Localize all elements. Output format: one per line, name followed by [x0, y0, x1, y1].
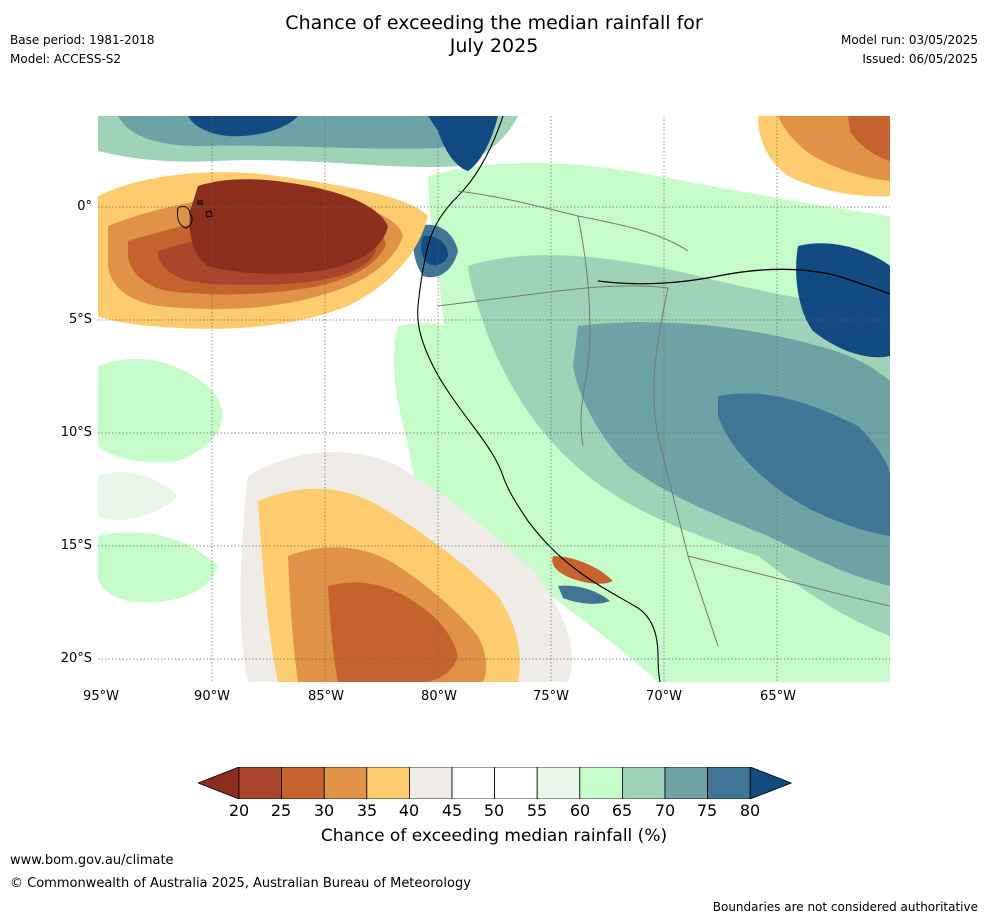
title-line-1: Chance of exceeding the median rainfall … — [285, 12, 703, 34]
lon-label-65w: 65°W — [760, 689, 796, 704]
coastline — [417, 116, 661, 682]
colorbar-tick-30: 30 — [313, 801, 335, 820]
region-below-20-galapagos — [189, 179, 388, 274]
colorbar-segment — [621, 767, 666, 799]
lon-label-95w: 95°W — [83, 689, 119, 704]
lat-label-20s: 20°S — [60, 651, 92, 666]
colorbar-segment — [366, 767, 410, 799]
colorbar-segment — [408, 767, 453, 799]
region-80plus-north-coast — [428, 116, 498, 171]
colorbar-tick-70: 70 — [654, 801, 676, 820]
model-run-text: Model run: 03/05/2025 — [840, 33, 978, 47]
lon-label-85w: 85°W — [308, 689, 344, 704]
colorbar-tick-25: 25 — [270, 801, 292, 820]
colorbar-label: Chance of exceeding median rainfall (%) — [320, 826, 668, 846]
issued-text: Issued: 06/05/2025 — [862, 52, 978, 66]
colorbar-segment — [664, 767, 708, 799]
lon-label-75w: 75°W — [533, 689, 569, 704]
colorbar-tick-40: 40 — [398, 801, 420, 820]
model-text: Model: ACCESS-S2 — [10, 52, 122, 66]
region-75-80-land — [718, 393, 890, 536]
colorbar-segment — [451, 767, 495, 799]
colorbar-segment — [536, 767, 581, 799]
region-75-80-peru-coast — [558, 585, 610, 604]
country-border-4 — [653, 287, 719, 647]
lat-label-15s: 15°S — [60, 538, 92, 553]
region-60-65-ocean-west — [98, 358, 223, 463]
region-80plus-north-ocean — [188, 116, 298, 137]
country-border-2 — [437, 285, 669, 307]
region-25-30-southwest — [328, 582, 458, 682]
colorbar-tick-50: 50 — [483, 801, 505, 820]
colorbar-tick-55: 55 — [526, 801, 548, 820]
lat-label-0: 0° — [77, 199, 92, 214]
lon-label-90w: 90°W — [194, 689, 230, 704]
region-25-30-northeast — [848, 116, 890, 161]
colorbar-tick-65: 65 — [611, 801, 633, 820]
colorbar-segment — [579, 767, 623, 799]
colorbar-tick-60: 60 — [569, 801, 591, 820]
lon-label-80w: 80°W — [421, 689, 457, 704]
colorbar-segment — [238, 767, 282, 799]
region-55-60-ocean-west — [98, 472, 178, 520]
region-80plus-coast-north — [421, 235, 448, 266]
colorbar-tick-35: 35 — [356, 801, 378, 820]
country-border-3 — [577, 215, 591, 447]
region-70-75-land — [573, 322, 890, 586]
colorbar-arrow-low — [198, 767, 240, 799]
colorbar-arrow-high — [749, 767, 792, 799]
graticule — [98, 116, 890, 682]
page-title: Chance of exceeding the median rainfall … — [0, 12, 988, 58]
website-link[interactable]: www.bom.gov.au/climate — [10, 853, 174, 868]
colorbar — [198, 767, 792, 799]
title-line-2: July 2025 — [449, 35, 539, 57]
disclaimer-text: Boundaries are not considered authoritat… — [712, 900, 978, 914]
colorbar-tick-45: 45 — [441, 801, 463, 820]
country-border-1 — [457, 190, 689, 252]
colorbar-segment — [323, 767, 368, 799]
colorbar-tick-20: 20 — [228, 801, 250, 820]
lon-label-70w: 70°W — [646, 689, 682, 704]
region-60-65-ocean-southwest — [98, 532, 218, 603]
colorbar-tick-80: 80 — [739, 801, 761, 820]
country-border-5 — [687, 555, 890, 607]
lat-label-5s: 5°S — [68, 312, 92, 327]
colorbar-tick-75: 75 — [696, 801, 718, 820]
colorbar-segment — [494, 767, 538, 799]
lat-label-10s: 10°S — [60, 425, 92, 440]
base-period-text: Base period: 1981-2018 — [10, 33, 155, 47]
colorbar-segment — [281, 767, 325, 799]
river — [597, 268, 890, 295]
rainfall-map — [98, 116, 890, 682]
copyright-text: © Commonwealth of Australia 2025, Austra… — [10, 876, 471, 891]
colorbar-segment — [707, 767, 751, 799]
